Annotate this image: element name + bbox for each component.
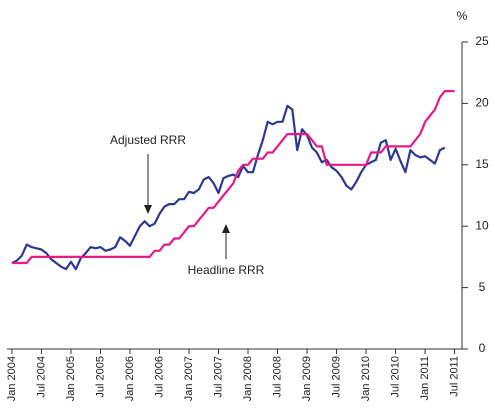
y-axis-label: % — [457, 9, 468, 23]
x-tick-label: Jan 2007 — [183, 356, 195, 401]
x-tick-label: Jul 2009 — [330, 356, 342, 398]
x-tick-label: Jan 2006 — [124, 356, 136, 401]
arrow-head — [222, 224, 230, 233]
x-tick-label: Jul 2010 — [390, 356, 402, 398]
y-tick-label: 10 — [475, 218, 489, 232]
arrow-head — [144, 205, 152, 214]
x-tick-label: Jul 2011 — [449, 356, 461, 397]
series-line — [11, 90, 455, 265]
x-tick-label: Jul 2004 — [35, 356, 47, 398]
y-tick-label: 20 — [475, 96, 489, 110]
y-tick-label: 15 — [475, 157, 489, 171]
x-tick-label: Jan 2008 — [242, 356, 254, 401]
series-line — [11, 104, 446, 271]
x-tick-label: Jan 2011 — [419, 356, 431, 400]
x-tick-label: Jul 2006 — [153, 356, 165, 398]
y-tick-label: 5 — [479, 280, 486, 294]
x-tick-label: Jan 2005 — [65, 356, 77, 401]
x-tick-label: Jan 2004 — [6, 356, 18, 401]
annotation: Headline RRR — [188, 263, 265, 277]
x-tick-label: Jul 2008 — [271, 356, 283, 398]
annotation: Adjusted RRR — [110, 133, 186, 147]
y-tick-label: 25 — [475, 34, 489, 48]
x-tick-label: Jan 2009 — [301, 356, 313, 401]
x-tick-label: Jul 2005 — [94, 356, 106, 398]
x-tick-label: Jan 2010 — [360, 356, 372, 401]
x-tick-label: Jul 2007 — [212, 356, 224, 398]
y-tick-label: 0 — [479, 341, 486, 355]
